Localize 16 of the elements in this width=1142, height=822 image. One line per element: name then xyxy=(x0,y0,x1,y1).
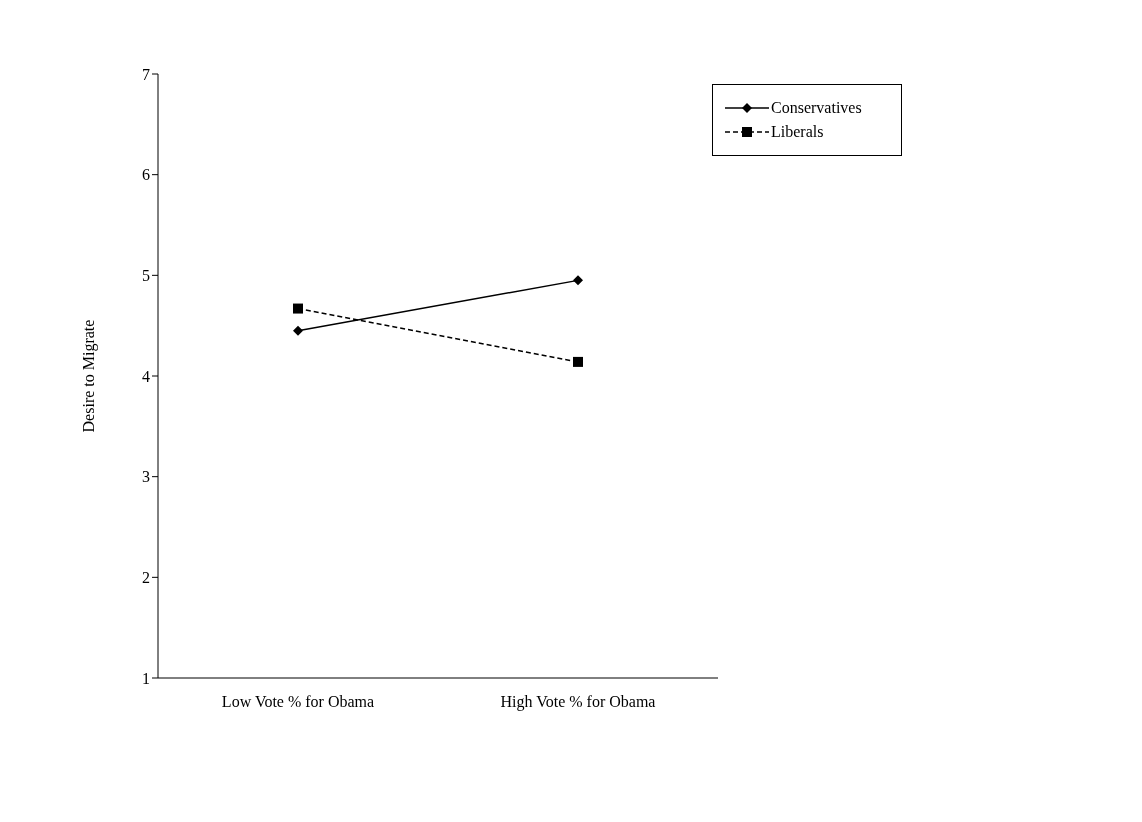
legend-label: Liberals xyxy=(771,123,824,141)
y-tick-label: 5 xyxy=(142,267,150,285)
point xyxy=(293,303,303,314)
x-tick-label: High Vote % for Obama xyxy=(500,693,656,712)
x-tick-label: Low Vote % for Obama xyxy=(221,693,375,711)
y-tick-label: 2 xyxy=(142,569,150,587)
y-tick-label: 1 xyxy=(142,669,150,687)
y-axis-title: Desire to Migrate xyxy=(79,319,98,433)
y-tick-label: 6 xyxy=(142,166,150,184)
y-tick-label: 3 xyxy=(142,468,150,486)
point xyxy=(573,275,583,286)
y-tick-label: 4 xyxy=(142,367,150,385)
legend-label: Conservatives xyxy=(771,99,862,117)
y-tick-label: 7 xyxy=(142,65,150,83)
point xyxy=(293,325,303,336)
point xyxy=(573,356,583,367)
